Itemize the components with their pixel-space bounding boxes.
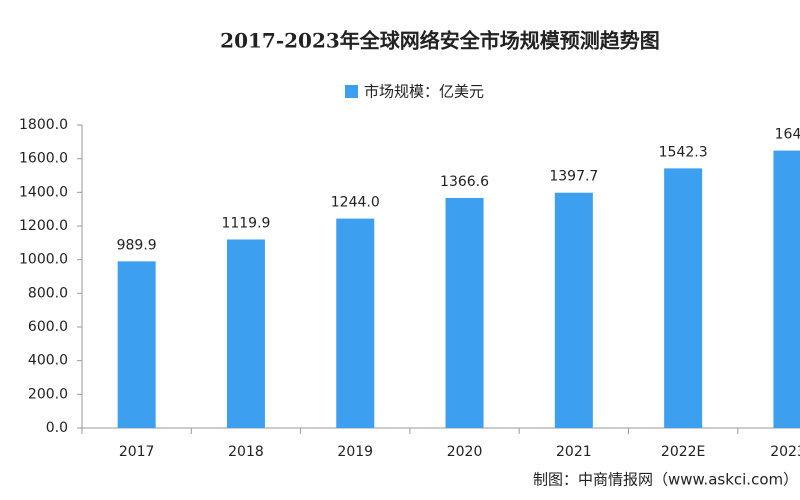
value-label: 989.9 [117, 237, 157, 253]
x-tick-label: 2021 [556, 444, 592, 460]
value-label: 1397.7 [549, 169, 598, 185]
x-tick-label: 2023E [770, 444, 800, 460]
value-label: 1119.9 [221, 215, 270, 231]
y-tick-label: 1400.0 [19, 184, 68, 200]
y-tick-label: 1800.0 [19, 117, 68, 133]
x-tick-label: 2017 [119, 444, 155, 460]
x-tick-label: 2022E [661, 444, 705, 460]
legend-label: 市场规模：亿美元 [364, 83, 484, 101]
x-tick-label: 2018 [228, 444, 264, 460]
y-tick-label: 1600.0 [19, 151, 68, 167]
y-tick-label: 200.0 [28, 386, 68, 402]
y-tick-label: 800.0 [28, 285, 68, 301]
source: 制图：中商情报网（www.askci.com） [533, 471, 798, 489]
y-tick-label: 1000.0 [19, 252, 68, 268]
bar [664, 168, 703, 428]
x-tick-label: 2020 [447, 444, 483, 460]
x-tick-label: 2019 [337, 444, 373, 460]
bar [336, 218, 375, 428]
bar [773, 150, 800, 428]
bar [554, 192, 593, 428]
y-tick-label: 400.0 [28, 353, 68, 369]
value-label: 1366.6 [440, 174, 489, 190]
value-label: 1648 [775, 127, 800, 143]
y-tick-label: 0.0 [46, 420, 68, 436]
bar [445, 197, 484, 428]
chart-title: 2017-2023年全球网络安全市场规模预测趋势图 [220, 29, 660, 53]
bar [117, 261, 156, 428]
y-tick-label: 1200.0 [19, 218, 68, 234]
bar [226, 239, 265, 428]
value-label: 1244.0 [331, 195, 380, 211]
legend-swatch [345, 85, 358, 98]
y-tick-label: 600.0 [28, 319, 68, 335]
value-label: 1542.3 [659, 144, 708, 160]
